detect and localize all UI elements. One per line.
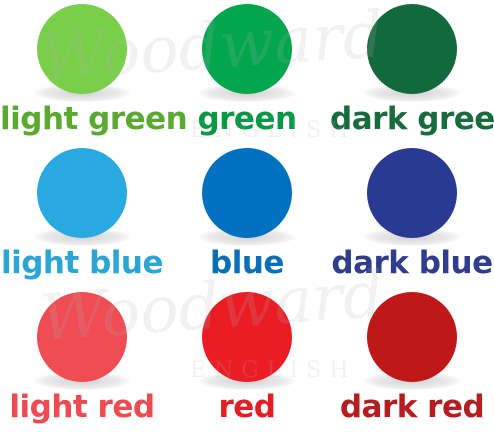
swatch-light-green: light green	[0, 0, 188, 144]
swatch-light-red: light red	[0, 288, 164, 432]
color-label-light-blue: light blue	[0, 245, 164, 281]
color-circle-dark-red	[367, 292, 457, 382]
color-circle-green	[202, 4, 292, 94]
color-label-light-green: light green	[0, 101, 188, 137]
swatch-blue: blue	[165, 144, 329, 288]
color-circle-red	[202, 292, 292, 382]
color-label-green: green	[197, 101, 297, 137]
swatch-light-blue: light blue	[0, 144, 164, 288]
swatch-dark-green: dark green	[330, 0, 494, 144]
color-label-dark-red: dark red	[339, 389, 485, 425]
color-circle-dark-green	[367, 4, 457, 94]
swatch-red: red	[165, 288, 329, 432]
color-label-blue: blue	[210, 245, 284, 281]
color-label-red: red	[218, 389, 276, 425]
color-circle-light-blue	[37, 148, 127, 238]
swatch-dark-red: dark red	[330, 288, 494, 432]
swatch-green: green	[165, 0, 329, 144]
color-label-dark-green: dark green	[330, 101, 494, 137]
color-label-light-red: light red	[9, 389, 155, 425]
color-circle-dark-blue	[367, 148, 457, 238]
color-circle-blue	[202, 148, 292, 238]
color-circle-light-red	[37, 292, 127, 382]
color-circle-light-green	[37, 4, 127, 94]
color-label-dark-blue: dark blue	[331, 245, 493, 281]
swatch-dark-blue: dark blue	[330, 144, 494, 288]
